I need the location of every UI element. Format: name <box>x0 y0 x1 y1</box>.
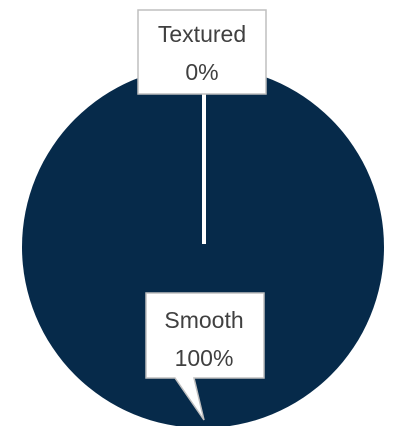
data-label-textured-value: 0% <box>185 59 218 85</box>
data-label-smooth-category: Smooth <box>164 307 243 333</box>
data-label-smooth-value: 100% <box>175 345 234 371</box>
pie-slice-smooth <box>22 66 384 426</box>
callout-box-smooth <box>145 292 265 421</box>
data-label-textured-category: Textured <box>158 21 246 47</box>
pie-slices <box>22 66 384 426</box>
callout-box-textured <box>137 9 267 95</box>
callout-smooth: Smooth 100% <box>145 292 265 421</box>
callout-textured: Textured 0% <box>137 9 267 244</box>
